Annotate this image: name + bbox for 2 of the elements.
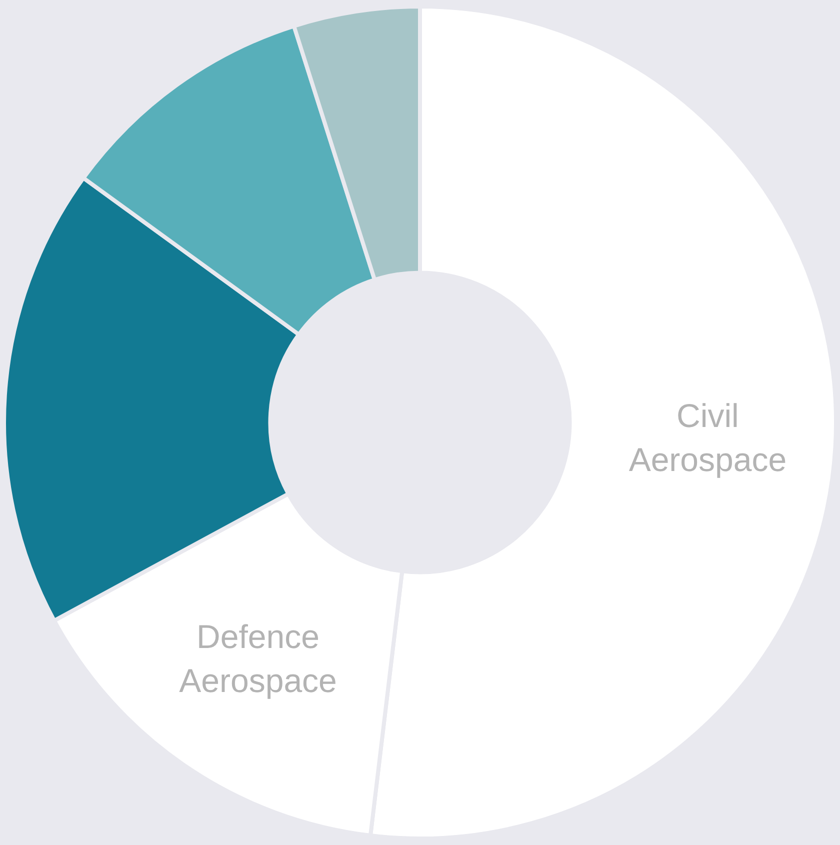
slice-label: Civil Aerospace <box>628 396 787 478</box>
slice-label: Defence Aerospace <box>179 618 337 699</box>
